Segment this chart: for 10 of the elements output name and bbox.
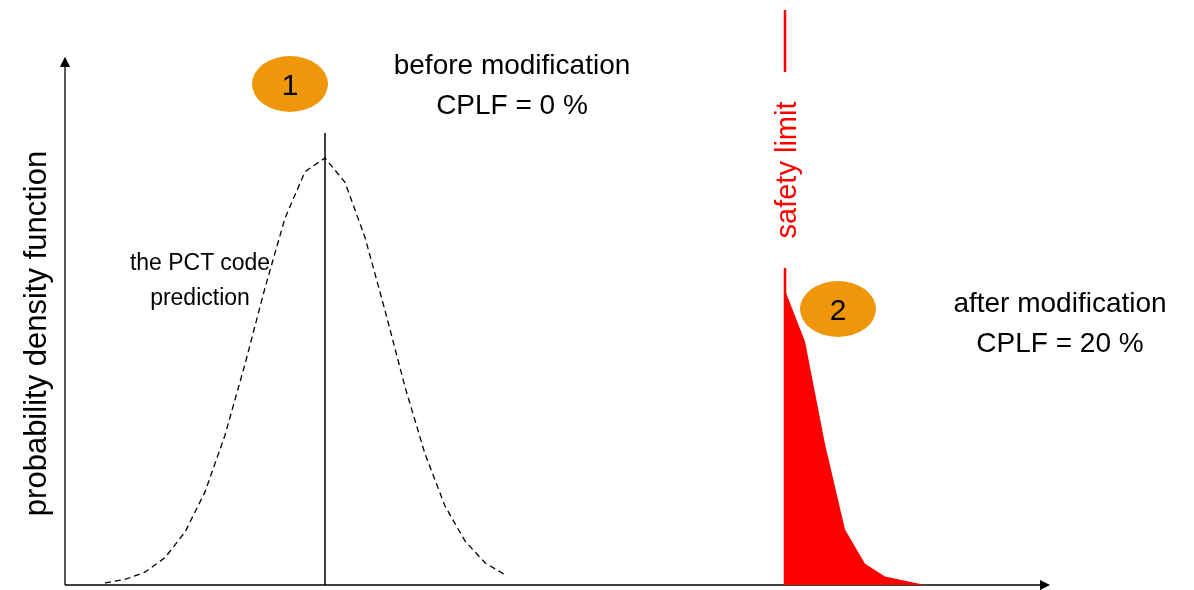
text: before modification xyxy=(393,49,631,80)
y-axis-title: probability density function xyxy=(18,150,53,517)
text: 1 xyxy=(281,68,299,101)
annotation: after modification xyxy=(953,287,1167,318)
annotation: safety limit xyxy=(770,101,802,239)
annotation: CPLF = 20 % xyxy=(976,327,1144,358)
annotation: the PCT code xyxy=(129,249,271,275)
text: CPLF = 0 % xyxy=(436,89,588,120)
annotation: prediction xyxy=(150,284,250,310)
annotation: 2 xyxy=(829,293,847,326)
